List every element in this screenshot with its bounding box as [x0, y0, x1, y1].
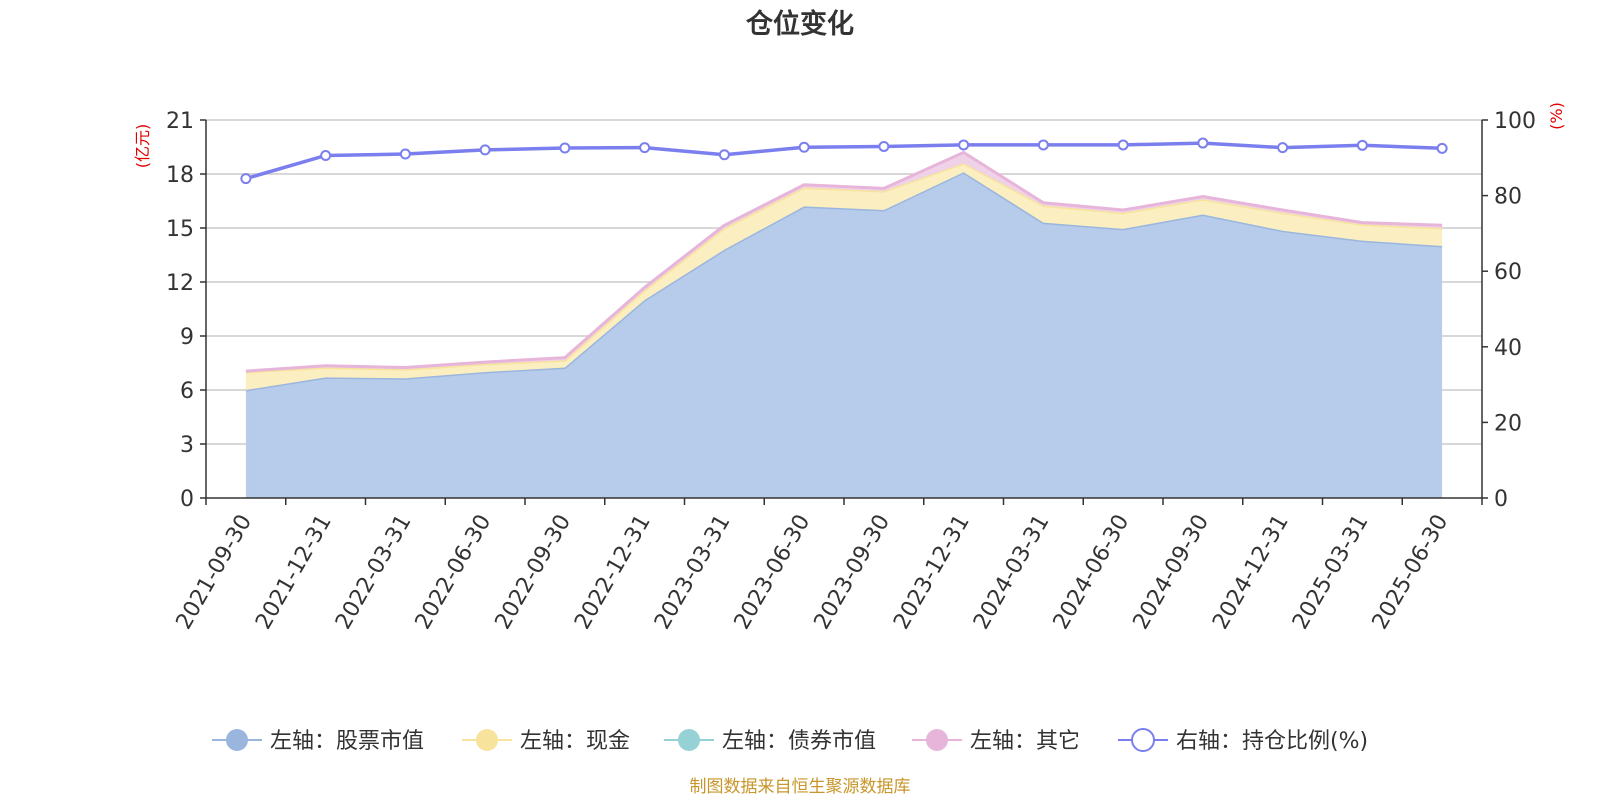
ratio-point: [1277, 142, 1289, 154]
area-line-series-3: [245, 150, 1443, 373]
x-tick-label: 2023-03-31: [650, 511, 736, 634]
legend-label: 左轴：股票市值: [270, 729, 424, 754]
legend-label: 右轴：持仓比例(%): [1176, 729, 1368, 754]
ratio-point: [320, 150, 332, 162]
ratio-point: [1037, 139, 1049, 151]
ratio-point: [1436, 142, 1448, 154]
left-tick-label: 6: [180, 379, 194, 404]
source-footer: 制图数据来自恒生聚源数据库: [690, 777, 911, 797]
x-tick-label: 2024-03-31: [969, 511, 1055, 634]
ratio-point: [878, 140, 890, 152]
left-tick-label: 21: [166, 109, 194, 134]
x-tick-label: 2022-12-31: [570, 511, 656, 634]
left-tick-label: 18: [166, 163, 194, 188]
legend-label: 左轴：其它: [970, 729, 1080, 754]
area-series-1: [245, 163, 1443, 390]
x-tick-label: 2022-03-31: [331, 511, 417, 634]
legend-marker-dot: [678, 729, 700, 751]
area-series-0: [245, 172, 1443, 498]
chart-title: 仓位变化: [745, 8, 854, 40]
left-tick-label: 9: [180, 325, 194, 350]
legend-marker-dot: [226, 729, 248, 751]
legend: 左轴：股票市值 左轴：现金 左轴：债券市值 左轴：其它 右轴：持仓比例(%): [212, 728, 1368, 754]
left-tick-label: 15: [166, 217, 194, 242]
x-tick-label: 2024-09-30: [1129, 511, 1215, 634]
ratio-point: [559, 142, 571, 154]
x-tick-label: 2024-12-31: [1208, 511, 1294, 634]
left-tick-label: 12: [166, 271, 194, 296]
x-tick-label: 2021-09-30: [172, 511, 258, 634]
x-tick-label: 2024-06-30: [1049, 511, 1135, 634]
ratio-point: [958, 139, 970, 151]
ratio-point: [479, 144, 491, 156]
legend-marker-dot: [1131, 728, 1155, 752]
ratio-point: [399, 148, 411, 160]
x-tick-label: 2021-12-31: [251, 511, 337, 634]
right-tick-label: 100: [1494, 109, 1536, 134]
stacked-areas: [245, 150, 1443, 498]
x-tick-label: 2025-06-30: [1368, 511, 1454, 634]
right-axis-unit: (%): [1547, 102, 1566, 130]
legend-label: 左轴：现金: [520, 729, 630, 754]
ratio-point: [1356, 139, 1368, 151]
legend-label: 左轴：债券市值: [722, 729, 876, 754]
ratio-point: [1117, 139, 1129, 151]
legend-marker-dot: [476, 729, 498, 751]
x-tick-label: 2025-03-31: [1288, 511, 1374, 634]
ratio-line-path: [245, 141, 1443, 181]
ratio-line: [240, 137, 1448, 185]
x-tick-label: 2023-09-30: [810, 511, 896, 634]
left-axis-unit: (亿元): [133, 124, 152, 169]
x-tick-label: 2022-06-30: [411, 511, 497, 634]
right-tick-label: 60: [1494, 260, 1522, 285]
x-tick-label: 2023-12-31: [889, 511, 975, 634]
ratio-point: [1197, 137, 1209, 149]
right-tick-label: 80: [1494, 185, 1522, 210]
x-tick-label: 2022-09-30: [491, 511, 577, 634]
ratio-point: [240, 173, 252, 185]
right-tick-label: 40: [1494, 336, 1522, 361]
legend-marker-dot: [926, 729, 948, 751]
left-tick-label: 3: [180, 433, 194, 458]
x-tick-label: 2023-06-30: [730, 511, 816, 634]
ratio-point: [718, 149, 730, 161]
right-tick-label: 0: [1494, 487, 1508, 512]
right-tick-label: 20: [1494, 411, 1522, 436]
left-tick-label: 0: [180, 487, 194, 512]
ratio-point: [639, 142, 651, 154]
ratio-point: [798, 141, 810, 153]
